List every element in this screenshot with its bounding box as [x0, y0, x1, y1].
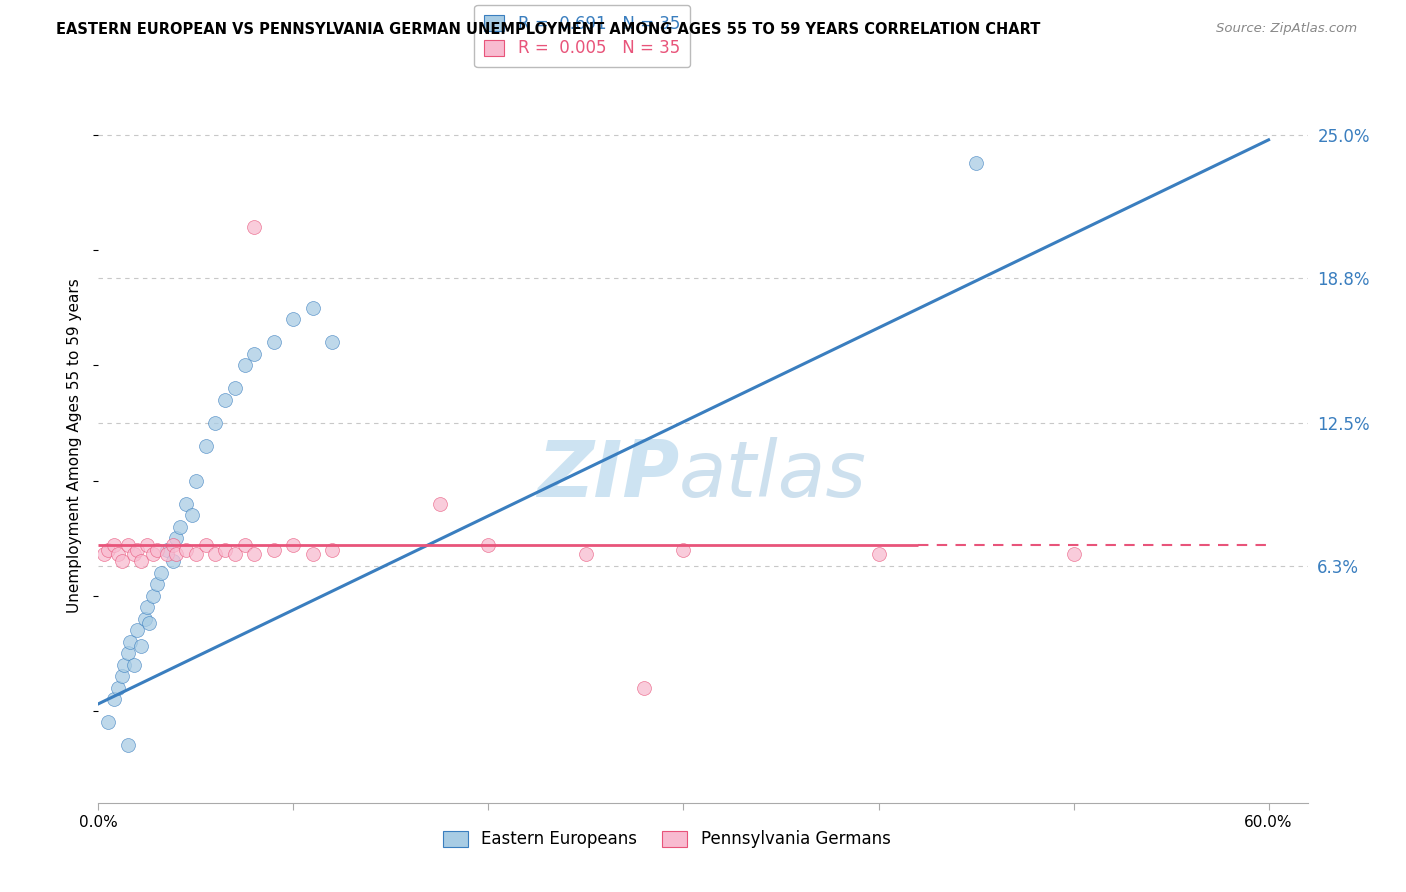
Text: Source: ZipAtlas.com: Source: ZipAtlas.com	[1216, 22, 1357, 36]
Text: atlas: atlas	[679, 436, 866, 513]
Point	[142, 589, 165, 603]
Point	[302, 547, 325, 561]
Point	[162, 538, 184, 552]
Point	[868, 547, 890, 561]
Point	[131, 640, 153, 654]
Point	[633, 681, 655, 695]
Point	[169, 519, 191, 533]
Point	[117, 738, 139, 752]
Point	[165, 531, 187, 545]
Point	[965, 156, 987, 170]
Point	[112, 657, 135, 672]
Point	[136, 538, 159, 552]
Point	[146, 577, 169, 591]
Point	[302, 301, 325, 315]
Point	[107, 681, 129, 695]
Point	[321, 542, 343, 557]
Point	[184, 547, 207, 561]
Point	[107, 547, 129, 561]
Point	[111, 669, 134, 683]
Point	[263, 542, 285, 557]
Point	[165, 547, 187, 561]
Point	[283, 312, 305, 326]
Point	[117, 646, 139, 660]
Point	[1063, 547, 1085, 561]
Point	[156, 542, 179, 557]
Point	[131, 554, 153, 568]
Text: ZIP: ZIP	[537, 436, 679, 513]
Point	[321, 335, 343, 350]
Y-axis label: Unemployment Among Ages 55 to 59 years: Unemployment Among Ages 55 to 59 years	[67, 278, 83, 614]
Point	[118, 634, 141, 648]
Point	[127, 623, 149, 637]
Point	[224, 547, 246, 561]
Point	[243, 347, 266, 361]
Point	[194, 439, 217, 453]
Point	[146, 542, 169, 557]
Point	[214, 542, 236, 557]
Point	[156, 547, 179, 561]
Point	[204, 416, 226, 430]
Point	[103, 538, 125, 552]
Point	[429, 497, 451, 511]
Point	[174, 497, 197, 511]
Point	[184, 474, 207, 488]
Point	[127, 542, 149, 557]
Point	[174, 542, 197, 557]
Point	[138, 616, 160, 631]
Point	[477, 538, 499, 552]
Point	[162, 554, 184, 568]
Point	[243, 547, 266, 561]
Point	[111, 554, 134, 568]
Point	[97, 715, 120, 730]
Legend: Eastern Europeans, Pennsylvania Germans: Eastern Europeans, Pennsylvania Germans	[436, 824, 897, 855]
Point	[134, 612, 156, 626]
Point	[117, 538, 139, 552]
Point	[263, 335, 285, 350]
Point	[283, 538, 305, 552]
Point	[575, 547, 598, 561]
Point	[194, 538, 217, 552]
Point	[122, 547, 145, 561]
Point	[97, 542, 120, 557]
Point	[204, 547, 226, 561]
Point	[103, 692, 125, 706]
Point	[149, 566, 172, 580]
Point	[142, 547, 165, 561]
Point	[224, 381, 246, 395]
Point	[233, 359, 256, 373]
Point	[233, 538, 256, 552]
Point	[122, 657, 145, 672]
Point	[136, 600, 159, 615]
Point	[93, 547, 115, 561]
Point	[672, 542, 695, 557]
Text: EASTERN EUROPEAN VS PENNSYLVANIA GERMAN UNEMPLOYMENT AMONG AGES 55 TO 59 YEARS C: EASTERN EUROPEAN VS PENNSYLVANIA GERMAN …	[56, 22, 1040, 37]
Point	[243, 220, 266, 235]
Point	[181, 508, 204, 522]
Point	[214, 392, 236, 407]
